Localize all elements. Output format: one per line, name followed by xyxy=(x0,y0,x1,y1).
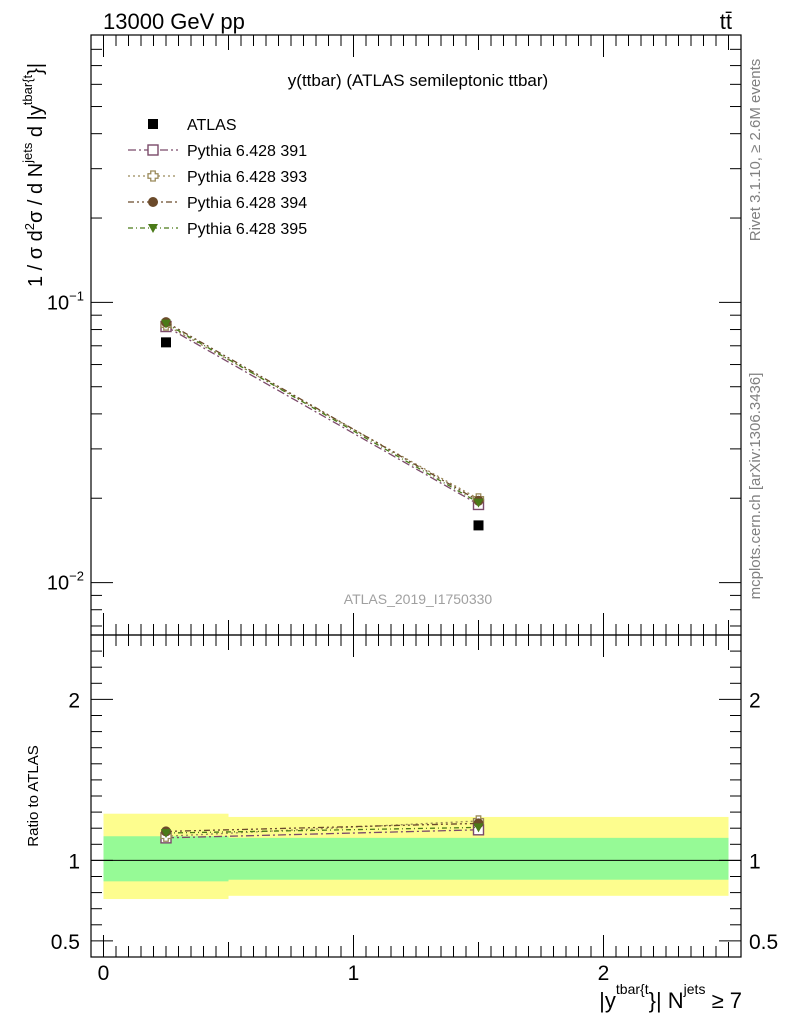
main-y-axis-label: 1 / σ d2σ / d Njets d |ytbar{t}| xyxy=(20,63,47,287)
ylabel-part-end: }| xyxy=(25,63,47,75)
ylabel-part-mid: σ / d N xyxy=(25,163,47,223)
data-point xyxy=(473,520,484,531)
y-tick-label: 10−2 xyxy=(47,569,84,595)
xlabel-sup-1: tbar{t xyxy=(616,981,649,997)
main-series-group xyxy=(160,317,485,531)
energy-label: 13000 GeV pp xyxy=(103,9,245,34)
ratio-data-point xyxy=(473,823,484,833)
band-green xyxy=(103,836,229,882)
ratio-y-tick-label-right: 2 xyxy=(749,689,761,712)
ratio-frame xyxy=(90,634,742,958)
ylabel-part-main: 1 / σ d xyxy=(25,230,47,287)
legend-marker xyxy=(148,119,158,129)
ratio-y-tick-label-right: 0.5 xyxy=(749,931,778,954)
main-axis-ticks: 10−1 10−2 xyxy=(47,34,741,635)
ratio-y-tick-label-left: 0.5 xyxy=(51,931,80,954)
series-line xyxy=(165,323,479,504)
ylabel-part-tail: d |y xyxy=(25,105,47,142)
legend-marker xyxy=(148,224,158,233)
ratio-y-axis-label: Ratio to ATLAS xyxy=(25,745,42,846)
chart-title: y(ttbar) (ATLAS semileptonic ttbar) xyxy=(288,71,548,90)
y-tick-label: 10−1 xyxy=(47,288,84,314)
ratio-data-point xyxy=(161,829,171,839)
process-label: tt̄ xyxy=(720,9,732,34)
data-point xyxy=(161,319,171,329)
ratio-series-line xyxy=(165,826,479,834)
legend-marker xyxy=(147,144,159,156)
main-panel: 10−1 10−2 y(ttbar) (ATLAS semileptonic tt… xyxy=(20,34,742,636)
ratio-uncertainty-bands xyxy=(103,813,729,900)
rivet-label: Rivet 3.1.10, ≥ 2.6M events xyxy=(747,59,764,242)
ratio-series-line xyxy=(165,829,479,839)
x-axis-label: |ytbar{t}| Njets ≥ 7 xyxy=(599,981,742,1013)
ratio-y-tick-label-right: 1 xyxy=(749,850,761,873)
series-line xyxy=(165,325,479,506)
x-tick-label: 2 xyxy=(598,962,610,985)
xlabel-pre: |y xyxy=(599,988,616,1013)
ratio-axis-ticks: 0.5 0.5 1 1 2 2 0 1 2 xyxy=(51,634,778,985)
legend-label: Pythia 6.428 391 xyxy=(187,143,307,160)
data-point xyxy=(161,337,171,348)
ratio-series-line xyxy=(165,822,479,833)
ylabel-sup-1: 2 xyxy=(22,223,37,230)
legend: ATLAS Pythia 6.428 391 Pythia 6.428 393 Pyt… xyxy=(128,117,307,238)
ratio-series-group xyxy=(160,815,485,844)
xlabel-mid: }| N xyxy=(649,988,684,1013)
ylabel-sup-3: tbar{t xyxy=(20,74,35,105)
x-tick-label: 1 xyxy=(348,962,360,985)
xlabel-sup-2: jets xyxy=(683,981,706,997)
x-tick-label: 0 xyxy=(98,962,110,985)
legend-marker xyxy=(148,197,158,207)
legend-label: Pythia 6.428 394 xyxy=(187,195,307,212)
ylabel-sup-2: jets xyxy=(20,142,35,164)
legend-label: Pythia 6.428 393 xyxy=(187,169,307,186)
xlabel-post: ≥ 7 xyxy=(705,988,742,1013)
source-label: mcplots.cern.ch [arXiv:1306.3436] xyxy=(747,373,764,600)
ratio-y-tick-label-left: 2 xyxy=(68,689,80,712)
ratio-y-tick-label-left: 1 xyxy=(68,850,80,873)
legend-label: ATLAS xyxy=(187,117,237,134)
band-green xyxy=(228,837,729,880)
legend-marker xyxy=(147,170,159,182)
ratio-panel: 0.5 0.5 1 1 2 2 0 1 2 Ratio to ATLAS |ytbar{t}| … xyxy=(25,634,778,1013)
legend-label: Pythia 6.428 395 xyxy=(187,221,307,238)
ratio-series-line xyxy=(165,820,479,837)
data-point xyxy=(473,498,484,508)
analysis-id: ATLAS_2019_I1750330 xyxy=(344,591,493,607)
series-line xyxy=(165,321,479,502)
